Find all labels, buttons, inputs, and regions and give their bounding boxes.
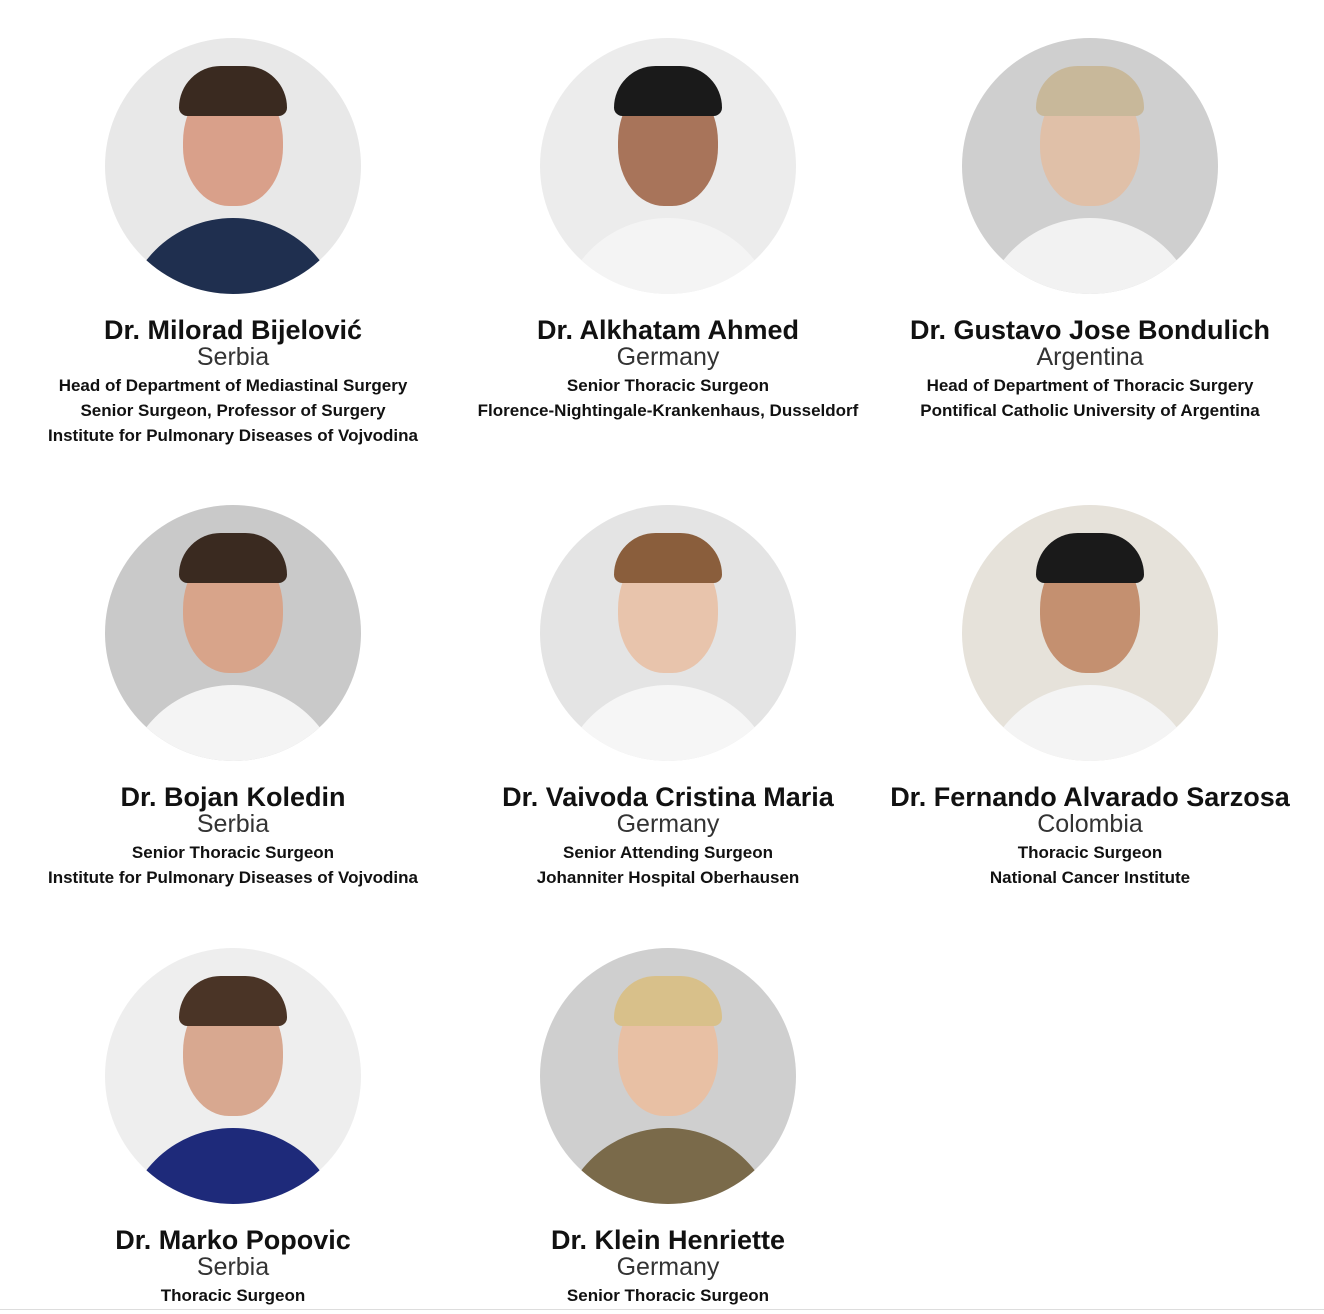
- doctor-photo: [540, 505, 796, 761]
- doctor-card: Dr. Bojan Koledin Serbia Senior Thoracic …: [13, 505, 453, 890]
- doctor-photo: [105, 948, 361, 1204]
- doctor-position: Florence-Nightingale-Krankenhaus, Dussel…: [477, 401, 859, 420]
- doctor-name: Dr. Marko Popovic: [115, 1225, 351, 1255]
- doctor-country: Serbia: [196, 343, 270, 371]
- doctor-position: Senior Attending Surgeon: [563, 843, 773, 862]
- doctor-card: Dr. Marko Popovic Serbia Thoracic Surgeon: [13, 948, 453, 1308]
- doctor-position: Senior Thoracic Surgeon: [131, 843, 335, 862]
- doctor-position: Johanniter Hospital Oberhausen: [536, 868, 800, 887]
- doctor-card: Dr. Vaivoda Cristina Maria Germany Senior…: [448, 505, 888, 890]
- doctor-name: Dr. Fernando Alvarado Sarzosa: [890, 782, 1290, 812]
- doctor-country: Germany: [616, 1253, 720, 1281]
- doctor-card: Dr. Fernando Alvarado Sarzosa Colombia Th…: [870, 505, 1310, 890]
- doctor-country: Argentina: [1036, 343, 1144, 371]
- doctor-photo: [540, 38, 796, 294]
- doctor-name: Dr. Bojan Koledin: [120, 782, 346, 812]
- doctor-name: Dr. Gustavo Jose Bondulich: [909, 315, 1271, 345]
- doctor-card: Dr. Alkhatam Ahmed Germany Senior Thoraci…: [448, 38, 888, 423]
- doctor-position: Institute for Pulmonary Diseases of Vojv…: [48, 868, 418, 887]
- doctor-country: Serbia: [196, 810, 270, 838]
- doctor-photo: [962, 505, 1218, 761]
- doctor-position: Thoracic Surgeon: [160, 1286, 306, 1305]
- doctor-position: Thoracic Surgeon: [1017, 843, 1163, 862]
- doctor-country: Germany: [616, 810, 720, 838]
- doctor-position: National Cancer Institute: [989, 868, 1191, 887]
- doctor-country: Serbia: [196, 1253, 270, 1281]
- doctor-position: Senior Thoracic Surgeon: [566, 1286, 770, 1305]
- doctor-name: Dr. Alkhatam Ahmed: [536, 315, 800, 345]
- doctor-name: Dr. Vaivoda Cristina Maria: [502, 782, 834, 812]
- doctor-photo: [540, 948, 796, 1204]
- doctor-card: Dr. Milorad Bijelović Serbia Head of Depa…: [13, 38, 453, 448]
- doctor-photo: [105, 38, 361, 294]
- doctor-position: Senior Thoracic Surgeon: [566, 376, 770, 395]
- doctor-name: Dr. Milorad Bijelović: [103, 315, 363, 345]
- divider: [0, 1309, 1324, 1310]
- doctor-position: Pontifical Catholic University of Argent…: [920, 401, 1260, 420]
- doctor-country: Colombia: [1037, 810, 1143, 838]
- doctor-card: Dr. Gustavo Jose Bondulich Argentina Head…: [870, 38, 1310, 423]
- doctor-position: Head of Department of Mediastinal Surger…: [58, 376, 408, 395]
- doctor-position: Head of Department of Thoracic Surgery: [926, 376, 1254, 395]
- doctor-country: Germany: [616, 343, 720, 371]
- doctor-photo: [962, 38, 1218, 294]
- doctor-card: Dr. Klein Henriette Germany Senior Thorac…: [448, 948, 888, 1308]
- doctor-photo: [105, 505, 361, 761]
- doctor-position: Senior Surgeon, Professor of Surgery: [80, 401, 386, 420]
- doctor-name: Dr. Klein Henriette: [550, 1225, 786, 1255]
- doctor-position: Institute for Pulmonary Diseases of Vojv…: [48, 426, 418, 445]
